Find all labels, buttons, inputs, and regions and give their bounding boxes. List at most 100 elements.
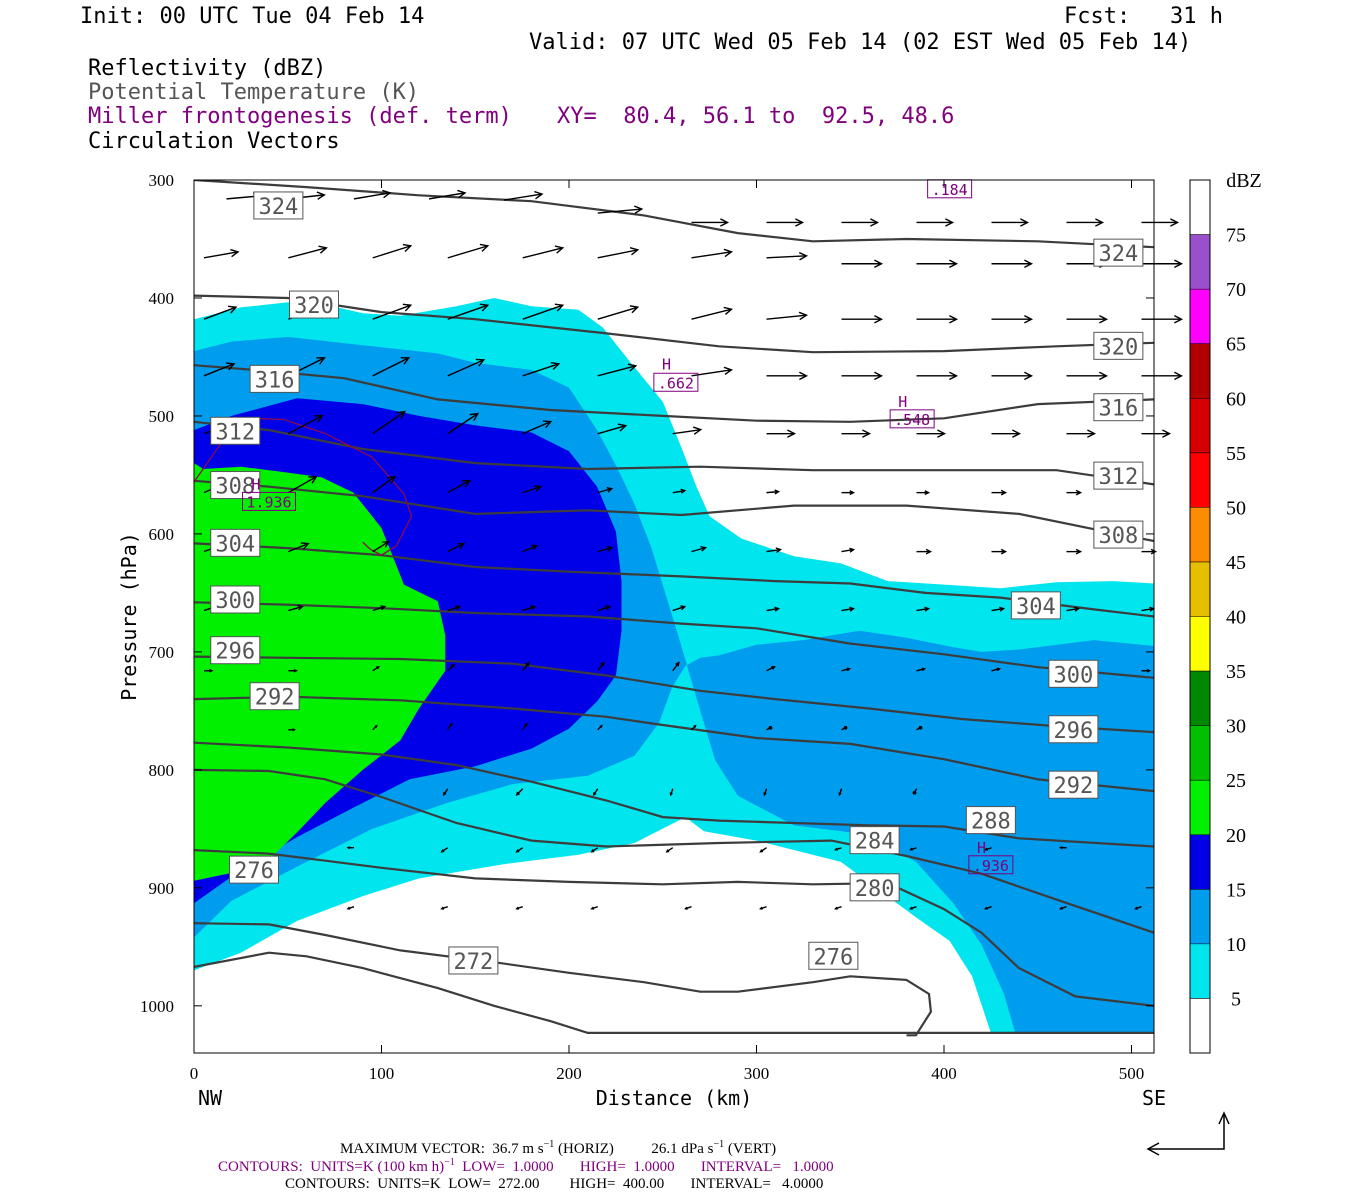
vector-head — [396, 410, 407, 420]
circulation-vector — [203, 362, 236, 377]
vector-shaft — [522, 420, 552, 435]
circulation-vector — [372, 665, 381, 672]
colorbar-label: 45 — [1226, 552, 1246, 574]
colorbar-label: 70 — [1226, 279, 1246, 301]
vector-head — [918, 725, 923, 730]
theta-label: 280 — [855, 877, 895, 902]
circulation-vector — [1066, 548, 1083, 555]
vector-head — [1099, 314, 1109, 324]
vector-head — [798, 311, 809, 321]
colorbar-label: 75 — [1226, 225, 1246, 247]
theta-label: 276 — [814, 945, 854, 970]
colorbar-segment — [1190, 234, 1210, 290]
circulation-vector — [1066, 489, 1083, 496]
vector-shaft — [447, 304, 488, 320]
vector-head — [680, 488, 687, 494]
vector-shaft — [1066, 607, 1079, 612]
circulation-vector — [447, 412, 480, 435]
circulation-vector — [346, 906, 355, 910]
theta-contour-308 — [194, 479, 1154, 543]
vector-shaft — [597, 546, 612, 553]
circulation-vector — [522, 245, 565, 259]
vector-head — [386, 475, 396, 485]
circulation-vector — [763, 788, 768, 797]
circulation-vector — [916, 371, 959, 381]
vector-head — [440, 849, 445, 853]
circulation-vector — [522, 361, 561, 377]
y-tick-label: 1000 — [140, 997, 174, 1016]
theta-label: 292 — [255, 686, 295, 711]
vector-head — [771, 666, 776, 670]
circulation-vector — [691, 545, 707, 553]
circulation-vector — [1066, 606, 1081, 612]
circulation-vector — [916, 314, 959, 324]
colorbar-label: 20 — [1226, 825, 1246, 847]
circulation-vector — [991, 429, 1022, 438]
circulation-vector — [841, 259, 884, 269]
circulation-vector — [691, 724, 697, 731]
vector-shaft — [372, 304, 411, 320]
theta-contour-296 — [194, 655, 1154, 734]
circulation-vector — [916, 490, 931, 496]
circulation-vector — [503, 190, 544, 201]
circulation-vector — [1059, 906, 1067, 910]
colorbar-label: 5 — [1231, 988, 1241, 1010]
vector-head — [1059, 906, 1063, 910]
vector-head — [1174, 314, 1184, 324]
circulation-vector — [1141, 371, 1184, 381]
vector-shaft — [597, 662, 605, 672]
circulation-vector — [766, 251, 809, 261]
theta-label-box — [1048, 715, 1099, 744]
vector-shaft — [203, 251, 239, 259]
circulation-vector — [440, 906, 448, 910]
vector-head — [1024, 259, 1034, 269]
colorbar-title: dBZ — [1226, 170, 1262, 192]
circulation-vector — [841, 667, 851, 672]
vector-head — [629, 305, 640, 314]
vector-head — [230, 248, 240, 258]
vector-head — [461, 479, 472, 488]
reflectivity-region-20dbz — [194, 463, 446, 881]
vector-head — [763, 792, 767, 797]
vector-shaft — [766, 607, 779, 612]
theta-label-box — [1010, 591, 1061, 620]
y-tick-label: 900 — [149, 879, 175, 898]
x-tick-label: 500 — [1119, 1064, 1145, 1083]
vector-head — [874, 259, 884, 269]
vector-head — [723, 248, 734, 258]
theta-contour-312 — [194, 420, 1154, 486]
circulation-vector — [916, 548, 933, 555]
vector-shaft — [597, 424, 626, 435]
vector-head — [1146, 668, 1152, 673]
circulation-vector — [372, 410, 407, 435]
circulation-vector — [665, 847, 674, 853]
circulation-vector — [597, 605, 612, 612]
vector-head — [1150, 548, 1158, 555]
vector-head — [297, 604, 304, 611]
circulation-vector — [1141, 429, 1172, 438]
vector-head — [455, 605, 462, 611]
title-vectors: Circulation Vectors — [88, 129, 340, 154]
vector-head — [316, 357, 326, 365]
title-frontogenesis: Miller frontogenesis (def. term) — [88, 104, 512, 129]
vector-head — [554, 303, 565, 312]
colorbar-segment — [1190, 780, 1210, 835]
vector-head — [1087, 429, 1097, 438]
vector-head — [924, 606, 931, 612]
circulation-vector — [766, 547, 783, 554]
vector-shaft — [203, 306, 237, 320]
vector-shaft — [447, 480, 471, 494]
vector-head — [937, 429, 947, 438]
vector-shaft — [522, 544, 538, 553]
vector-head — [787, 429, 797, 438]
circulation-vector — [288, 668, 298, 673]
circulation-vector — [597, 545, 614, 553]
reference-vector-icon — [1146, 1111, 1230, 1156]
circulation-vector — [372, 357, 411, 377]
circulation-vector — [766, 725, 773, 731]
circulation-vector — [522, 605, 537, 612]
vector-shaft — [372, 357, 410, 377]
circulation-vector — [916, 218, 955, 227]
init-time: Init: 00 UTC Tue 04 Feb 14 — [80, 4, 425, 29]
